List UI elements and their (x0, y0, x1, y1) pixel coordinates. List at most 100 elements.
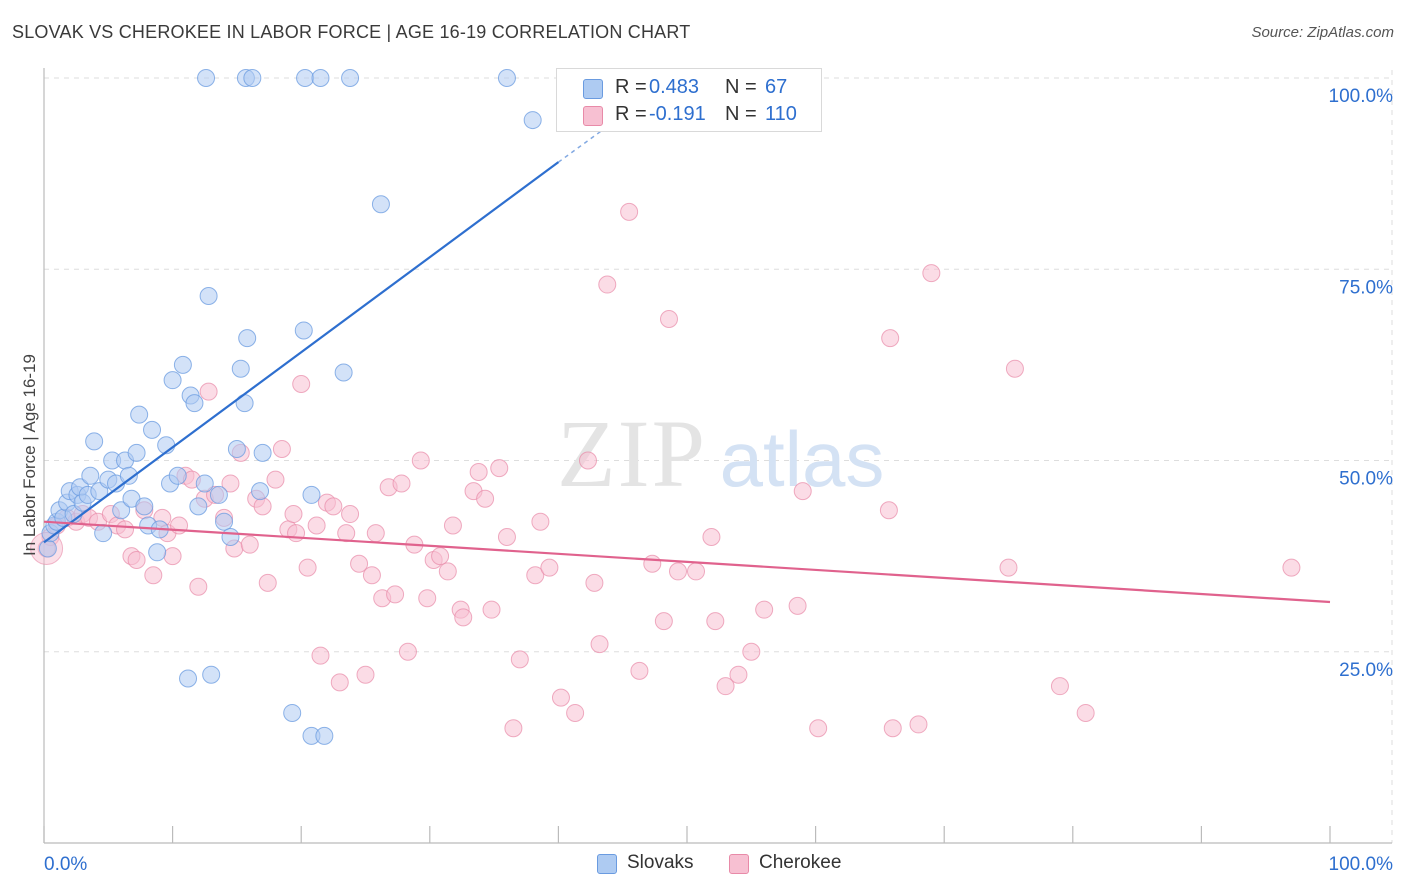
cherokee-point (392, 474, 411, 493)
slovak-point (185, 394, 204, 413)
cherokee-r-value: -0.191 (649, 103, 706, 125)
cherokee-point (431, 547, 450, 566)
cherokee-point (883, 719, 902, 738)
cherokee-point (454, 608, 473, 627)
cherokee-point (127, 550, 146, 569)
cherokee-point (526, 566, 545, 585)
slovak-point (94, 524, 113, 543)
slovak-point (371, 195, 390, 214)
cherokee-point (643, 554, 662, 573)
cherokee-n-value: 110 (765, 103, 797, 125)
cherokee-point (620, 202, 639, 221)
cherokee-point (298, 558, 317, 577)
slovak-point (119, 466, 138, 485)
cherokee-point (386, 585, 405, 604)
tick-labels: 25.0% 50.0% 75.0% 100.0% 0.0% 100.0% (44, 86, 1393, 875)
cherokee-point (469, 462, 488, 481)
cherokee-point (1076, 703, 1095, 722)
cherokee-point (504, 719, 523, 738)
cherokee-point (443, 516, 462, 535)
cherokee-point (189, 577, 208, 596)
slovak-point (127, 443, 146, 462)
cherokee-point (240, 535, 259, 554)
cherokee-point (1005, 359, 1024, 378)
cherokee-point (163, 547, 182, 566)
cherokee-point (476, 489, 495, 508)
y-tick-label: 100.0% (1329, 86, 1394, 107)
cherokee-point (418, 589, 437, 608)
slovak-point (251, 482, 270, 501)
slovaks-legend-swatch (597, 854, 617, 874)
cherokee-point (881, 329, 900, 348)
cherokee-point (578, 451, 597, 470)
slovak-point (334, 363, 353, 382)
cherokee-point (702, 528, 721, 546)
cherokee-point (531, 512, 550, 531)
cherokee-point (716, 677, 735, 696)
slovak-point (238, 329, 257, 348)
cherokee-point (438, 562, 457, 581)
cherokee-point (411, 451, 430, 470)
slovak-point (130, 405, 149, 424)
slovak-point (243, 69, 262, 87)
cherokee-point (687, 562, 706, 581)
slovak-point (199, 287, 218, 306)
slovak-point (168, 466, 187, 485)
slovak-n-label: N = (725, 76, 757, 98)
slovak-point (197, 69, 216, 87)
slovak-points (38, 69, 542, 745)
slovak-point (148, 543, 167, 562)
cherokee-point (287, 524, 306, 543)
slovaks-legend-label: Slovaks (627, 852, 694, 873)
slovak-point (497, 69, 516, 87)
slovak-point (215, 512, 234, 531)
cherokee-point (566, 703, 585, 722)
cherokee-point (659, 309, 678, 328)
cherokee-point (668, 562, 687, 581)
slovak-point (523, 111, 542, 130)
cherokee-point (398, 642, 417, 661)
cherokee-point (630, 661, 649, 680)
cherokee-point (654, 612, 673, 631)
slovak-r-value: 0.483 (649, 76, 700, 98)
cherokee-point (793, 482, 812, 501)
slovak-r-label: R = (615, 76, 647, 98)
cherokee-point (341, 505, 360, 524)
x-tick-label: 100.0% (1329, 854, 1394, 875)
cherokee-point (755, 600, 774, 619)
cherokee-r-label: R = (615, 103, 647, 125)
correlation-legend: R = 0.483 N = 67 R = -0.191 N = 110 (556, 68, 822, 132)
legend-row-slovak: R = 0.483 N = 67 (557, 74, 821, 102)
slovak-point (189, 497, 208, 516)
cherokee-point (144, 566, 163, 585)
source-label: Source: ZipAtlas.com (1251, 24, 1394, 41)
slovak-n-value: 67 (765, 76, 788, 98)
chart-title: SLOVAK VS CHEROKEE IN LABOR FORCE | AGE … (12, 22, 691, 42)
cherokee-trend-line (43, 520, 1331, 604)
slovak-point (85, 432, 104, 451)
cherokee-point (788, 596, 807, 615)
slovak-point (179, 669, 198, 688)
slovak-point (227, 440, 246, 459)
cherokee-point (1282, 558, 1301, 577)
cherokee-point (510, 650, 529, 669)
slovak-point (231, 359, 250, 378)
axes (43, 68, 1392, 844)
cherokee-point (366, 524, 385, 543)
cherokee-point (999, 558, 1018, 577)
cherokee-point (292, 375, 311, 393)
slovak-point (195, 474, 214, 493)
gridlines (44, 70, 1393, 843)
slovak-point (315, 726, 334, 745)
cherokee-point (551, 688, 570, 707)
cherokee-n-label: N = (725, 103, 757, 125)
x-tick-label: 0.0% (44, 854, 87, 875)
slovak-point (163, 371, 182, 390)
cherokee-point (258, 573, 277, 592)
cherokee-point (311, 646, 330, 665)
slovak-point (173, 355, 192, 374)
slovak-point (81, 466, 100, 485)
cherokee-point (116, 520, 135, 539)
slovak-point (253, 443, 272, 462)
cherokee-point (706, 612, 725, 631)
